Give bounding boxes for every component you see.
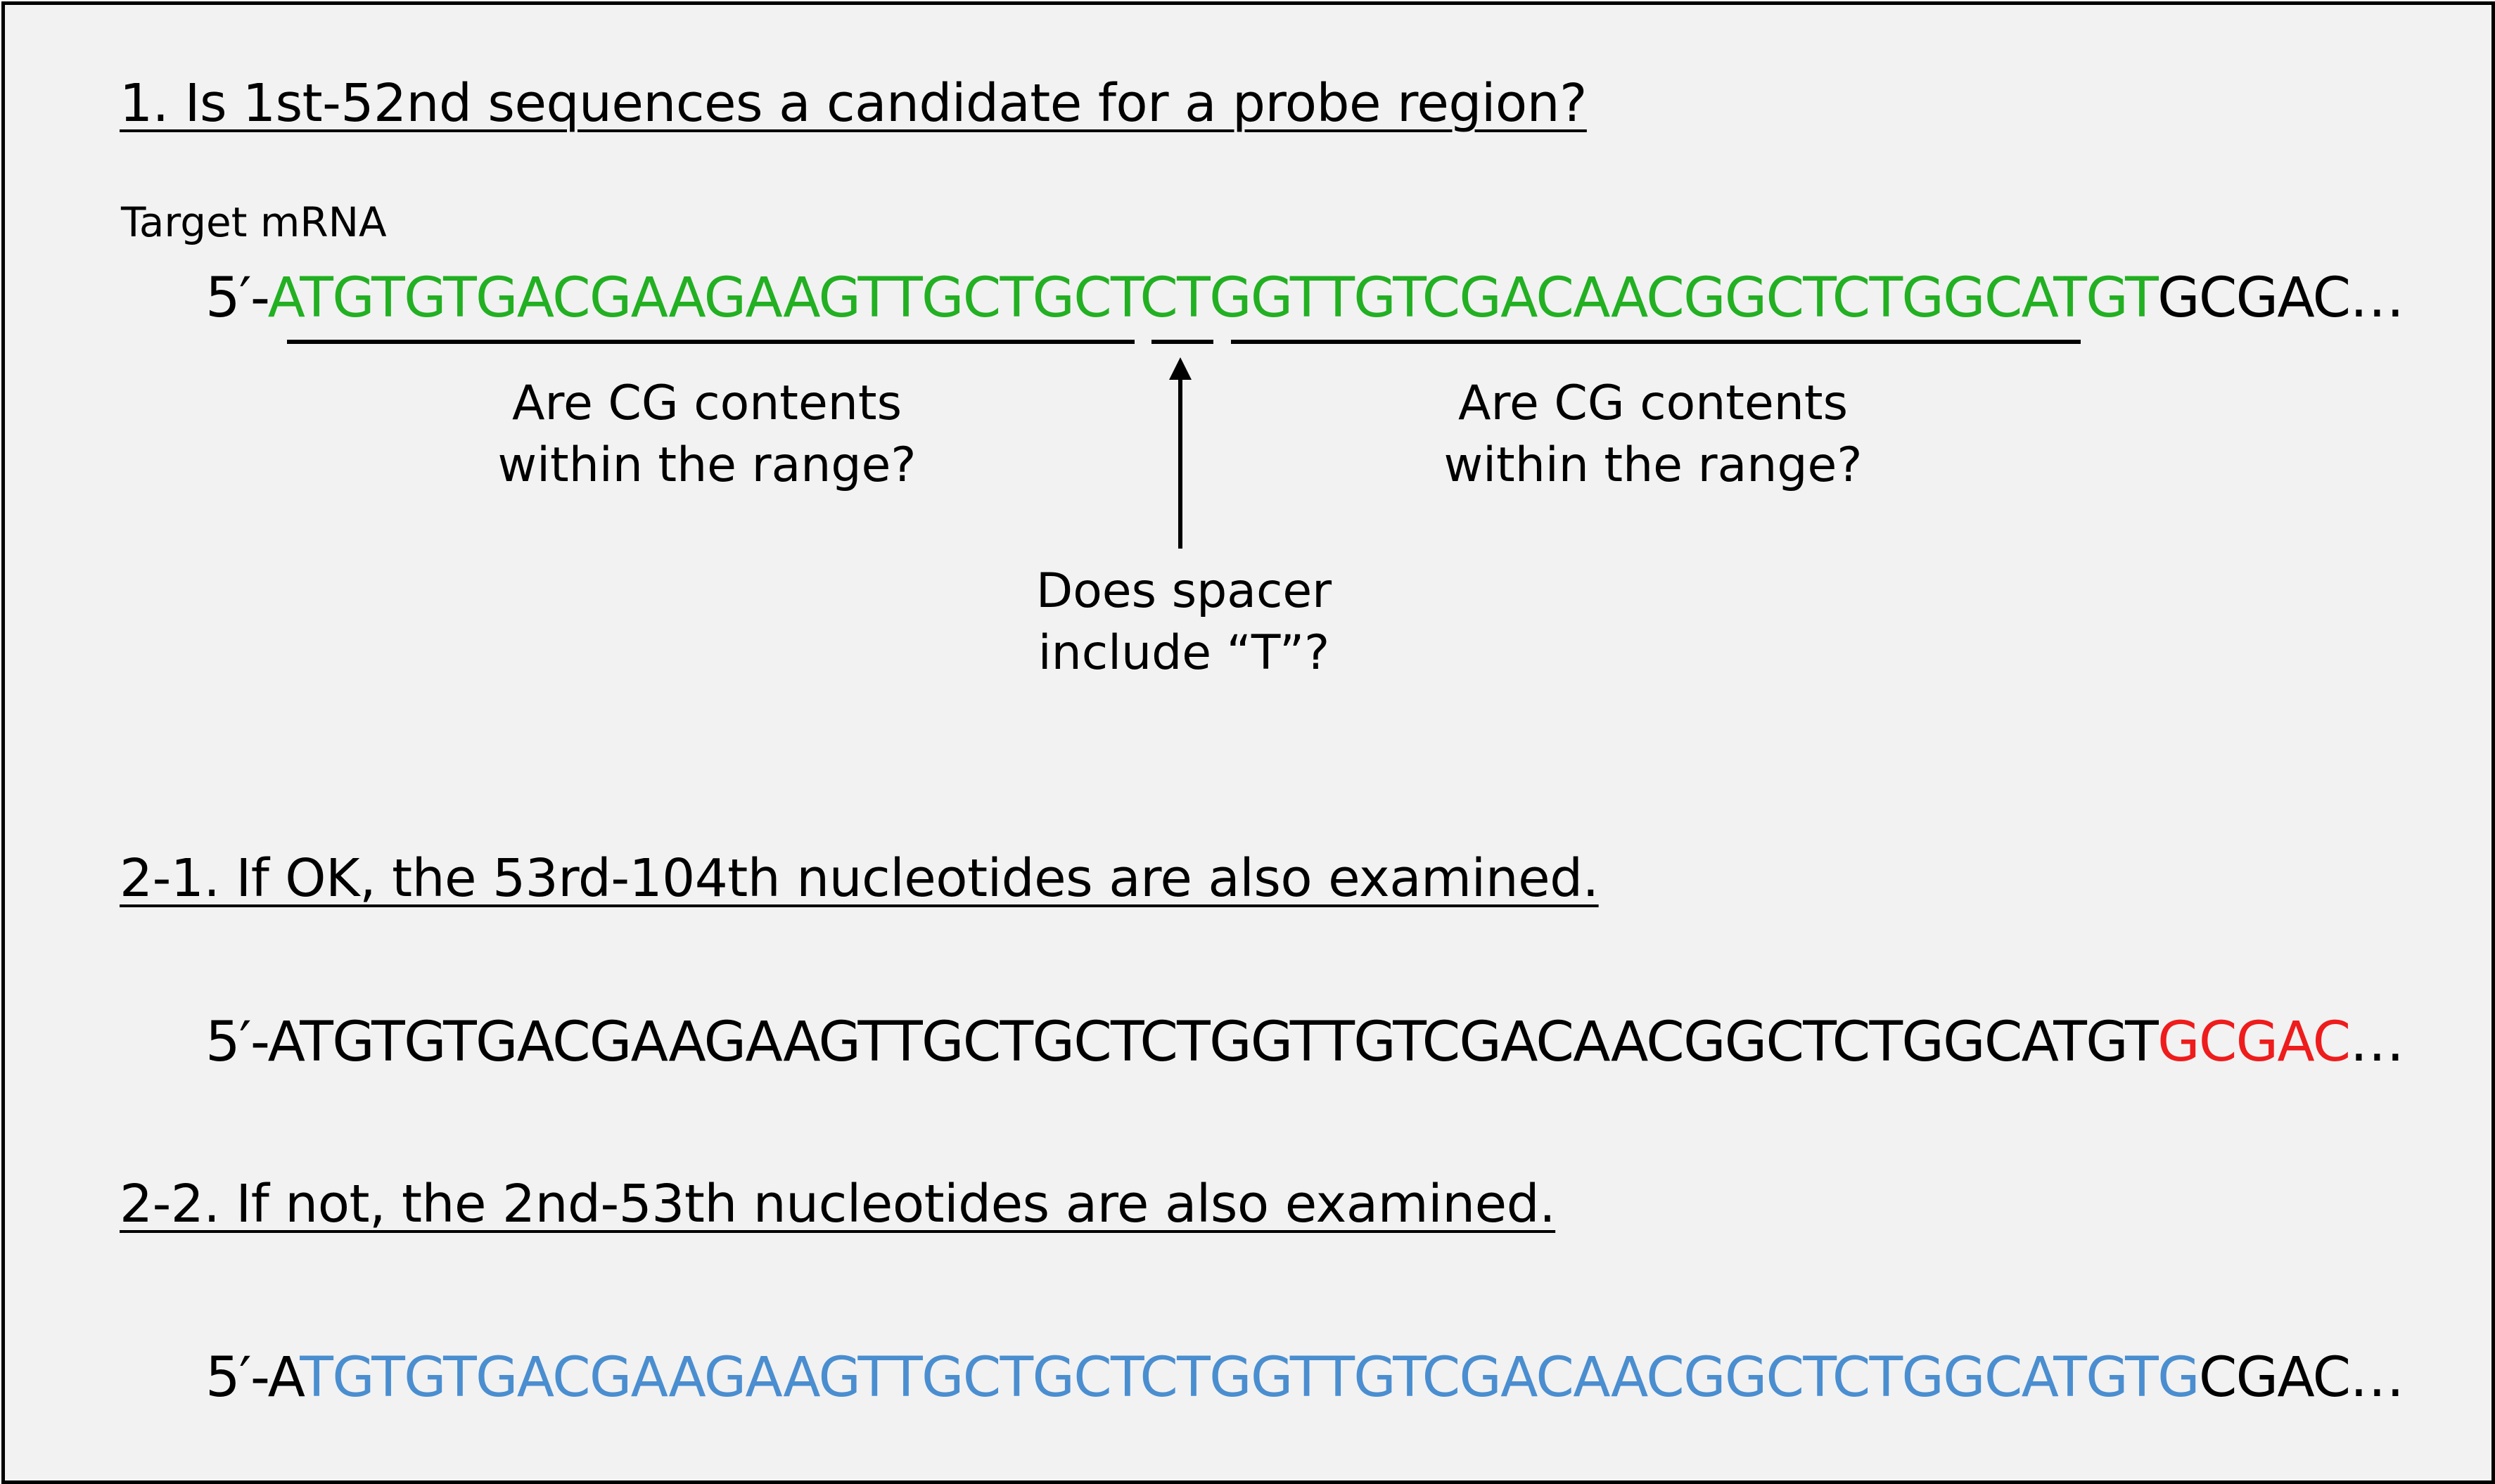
step2-1-seq-ellipsis: …	[2349, 1011, 2404, 1074]
step2-2-seq-rest: CGAC…	[2198, 1346, 2405, 1409]
step2-1-sequence: 5′-ATGTGTGACGAAGAAGTTGCTGCTCTGGTTGTCGACA…	[205, 1015, 2404, 1070]
step2-2-seq-shifted: TGTGTGACGAAGAAGTTGCTGCTCTGGTTGTCGACAACGG…	[300, 1346, 2200, 1409]
spacer-note-line1: Does spacer	[1035, 563, 1332, 619]
step2-2-sequence: 5′-ATGTGTGACGAAGAAGTTGCTGCTCTGGTTGTCGACA…	[205, 1350, 2404, 1405]
step2-1-heading: 2-1. If OK, the 53rd-104th nucleotides a…	[120, 848, 1599, 909]
step2-2-seq-prefix: 5′-A	[205, 1346, 301, 1409]
right-arm-note-line1: Are CG contents	[1458, 376, 1848, 431]
step2-1-seq-prefix: 5′-	[205, 1011, 269, 1074]
step2-1-seq-examined: ATGTGTGACGAAGAAGTTGCTGCTCTGGTTGTCGACAACG…	[267, 1011, 2159, 1074]
step1-seq-rest: GCGAC…	[2157, 267, 2404, 330]
target-mrna-label: Target mRNA	[121, 198, 387, 246]
step1-seq-prefix: 5′-	[205, 267, 269, 330]
right-arm-note-line2: within the range?	[1443, 437, 1863, 494]
left-arm-note-line1: Are CG contents	[512, 376, 902, 431]
step2-1-seq-next: GCGAC	[2157, 1011, 2351, 1074]
step2-2-heading: 2-2. If not, the 2nd-53th nucleotides ar…	[120, 1174, 1556, 1234]
left-arm-note-line2: within the range?	[497, 437, 917, 494]
spacer-note-line2: include “T”?	[1038, 625, 1330, 682]
step1-sequence: 5′-ATGTGTGACGAAGAAGTTGCTGCTCTGGTTGTCGACA…	[205, 271, 2404, 326]
step1-heading: 1. Is 1st-52nd sequences a candidate for…	[120, 73, 1587, 134]
step1-seq-candidate: ATGTGTGACGAAGAAGTTGCTGCTCTGGTTGTCGACAACG…	[267, 267, 2159, 330]
spacer-arrow-head	[1169, 357, 1192, 380]
